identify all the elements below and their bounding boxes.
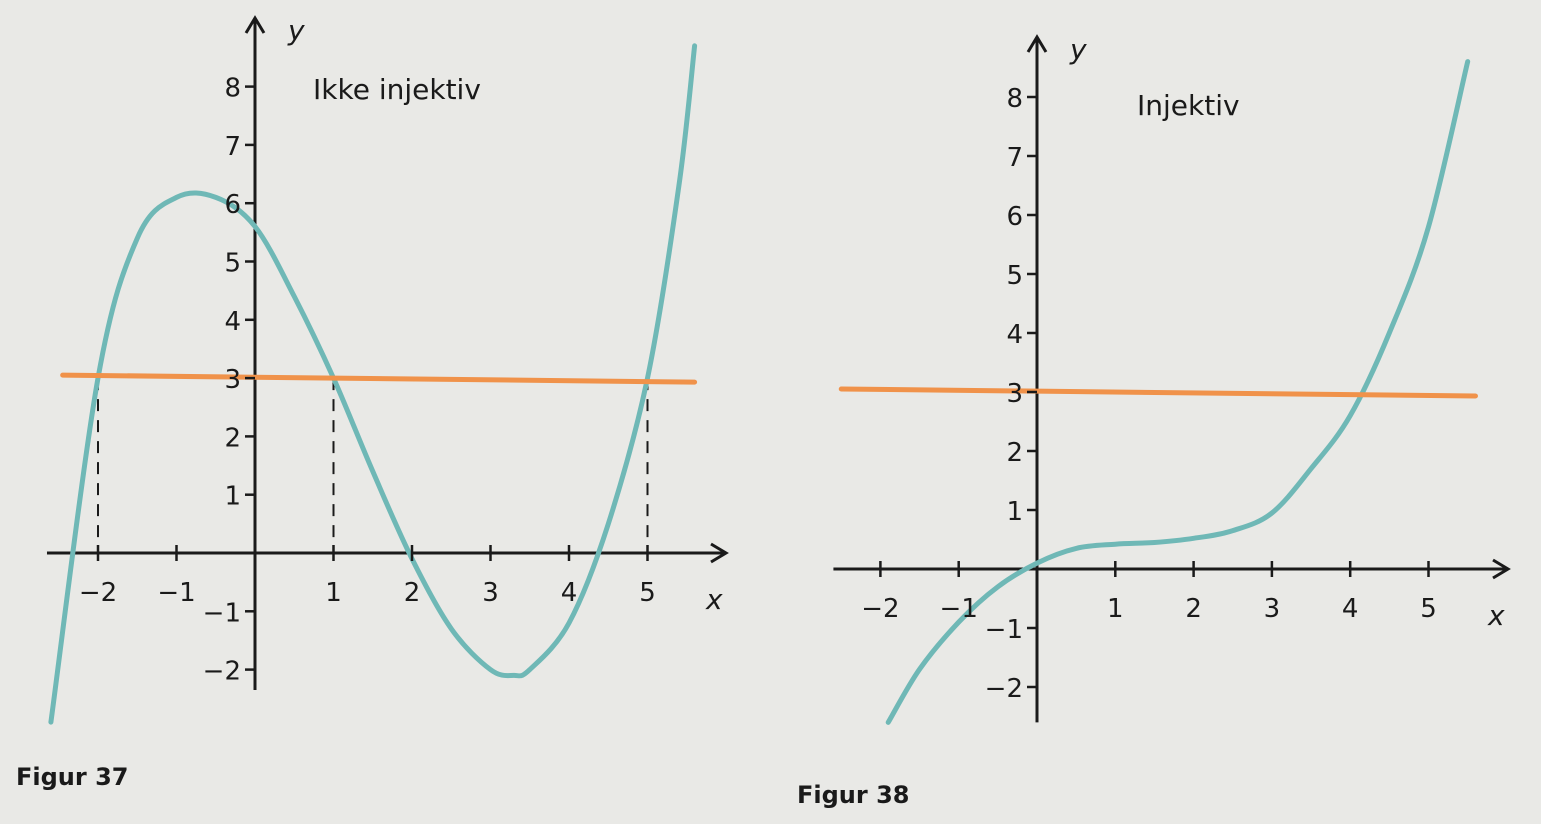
x-tick-label: −2 [79,578,117,608]
series-figur-38 [838,59,1478,725]
x-tick-label: 4 [1342,594,1359,624]
ticks-figur-38: −2 −1 1 2 3 4 5 −2 −1 1 2 3 4 5 6 7 8 [861,84,1437,704]
y-tick-label: 4 [224,307,241,337]
x-tick-label: −2 [861,594,899,624]
y-tick-label: 2 [1006,438,1023,468]
horizontal-line-y3 [838,386,1478,399]
dashed-guides-figur-37 [97,378,649,553]
series-figur-37 [48,43,698,725]
y-tick-label: 1 [1006,497,1023,527]
function-curve [885,59,1471,725]
caption-figur-38: Figur 38 [797,781,909,809]
x-tick-label: 3 [482,578,499,608]
x-axis-label: x [705,583,723,616]
y-tick-label: 3 [1006,379,1023,409]
x-tick-label: 3 [1264,594,1281,624]
x-tick-label: 5 [639,578,656,608]
y-tick-label: 3 [224,365,241,395]
x-tick-label: 1 [1107,594,1124,624]
x-tick-label: 2 [404,578,421,608]
y-tick-label: 5 [224,249,241,279]
y-tick-label: 8 [224,74,241,104]
y-axis-label: y [1069,33,1087,66]
y-tick-label: 2 [224,423,241,453]
x-tick-label: −1 [157,578,195,608]
x-tick-label: 1 [325,578,342,608]
x-axis-label: x [1487,599,1505,632]
x-tick-label: 2 [1185,594,1202,624]
y-tick-label: 5 [1006,261,1023,291]
y-tick-label: 7 [1006,143,1023,173]
ticks-figur-37: −2 −1 1 2 3 4 5 −2 −1 1 2 3 4 5 6 7 8 [79,74,656,687]
y-tick-label: −2 [985,674,1023,704]
y-tick-label: −1 [985,615,1023,645]
y-tick-label: 6 [224,190,241,220]
x-tick-label: 4 [561,578,578,608]
y-axis-label: y [287,14,305,47]
y-tick-label: 7 [224,132,241,162]
y-tick-label: 1 [224,482,241,512]
y-axis-arrow [244,15,266,34]
annotation-ikke-injektiv: Ikke injektiv [313,73,481,106]
y-tick-label: −1 [203,598,241,628]
y-tick-label: −2 [203,657,241,687]
annotation-injektiv: Injektiv [1137,89,1240,122]
axes-figur-38: xy [833,33,1511,723]
x-axis-arrow [1492,558,1511,580]
horizontal-line-y3 [60,372,698,385]
axes-figur-37: xy [46,14,729,691]
caption-figur-37: Figur 37 [16,763,128,791]
x-axis-arrow [710,542,729,564]
y-tick-label: 8 [1006,84,1023,114]
y-axis-arrow [1026,34,1048,53]
function-curve [48,43,698,725]
y-tick-label: 4 [1006,320,1023,350]
x-tick-label: 5 [1420,594,1437,624]
x-tick-label: −1 [940,594,978,624]
y-tick-label: 6 [1006,202,1023,232]
